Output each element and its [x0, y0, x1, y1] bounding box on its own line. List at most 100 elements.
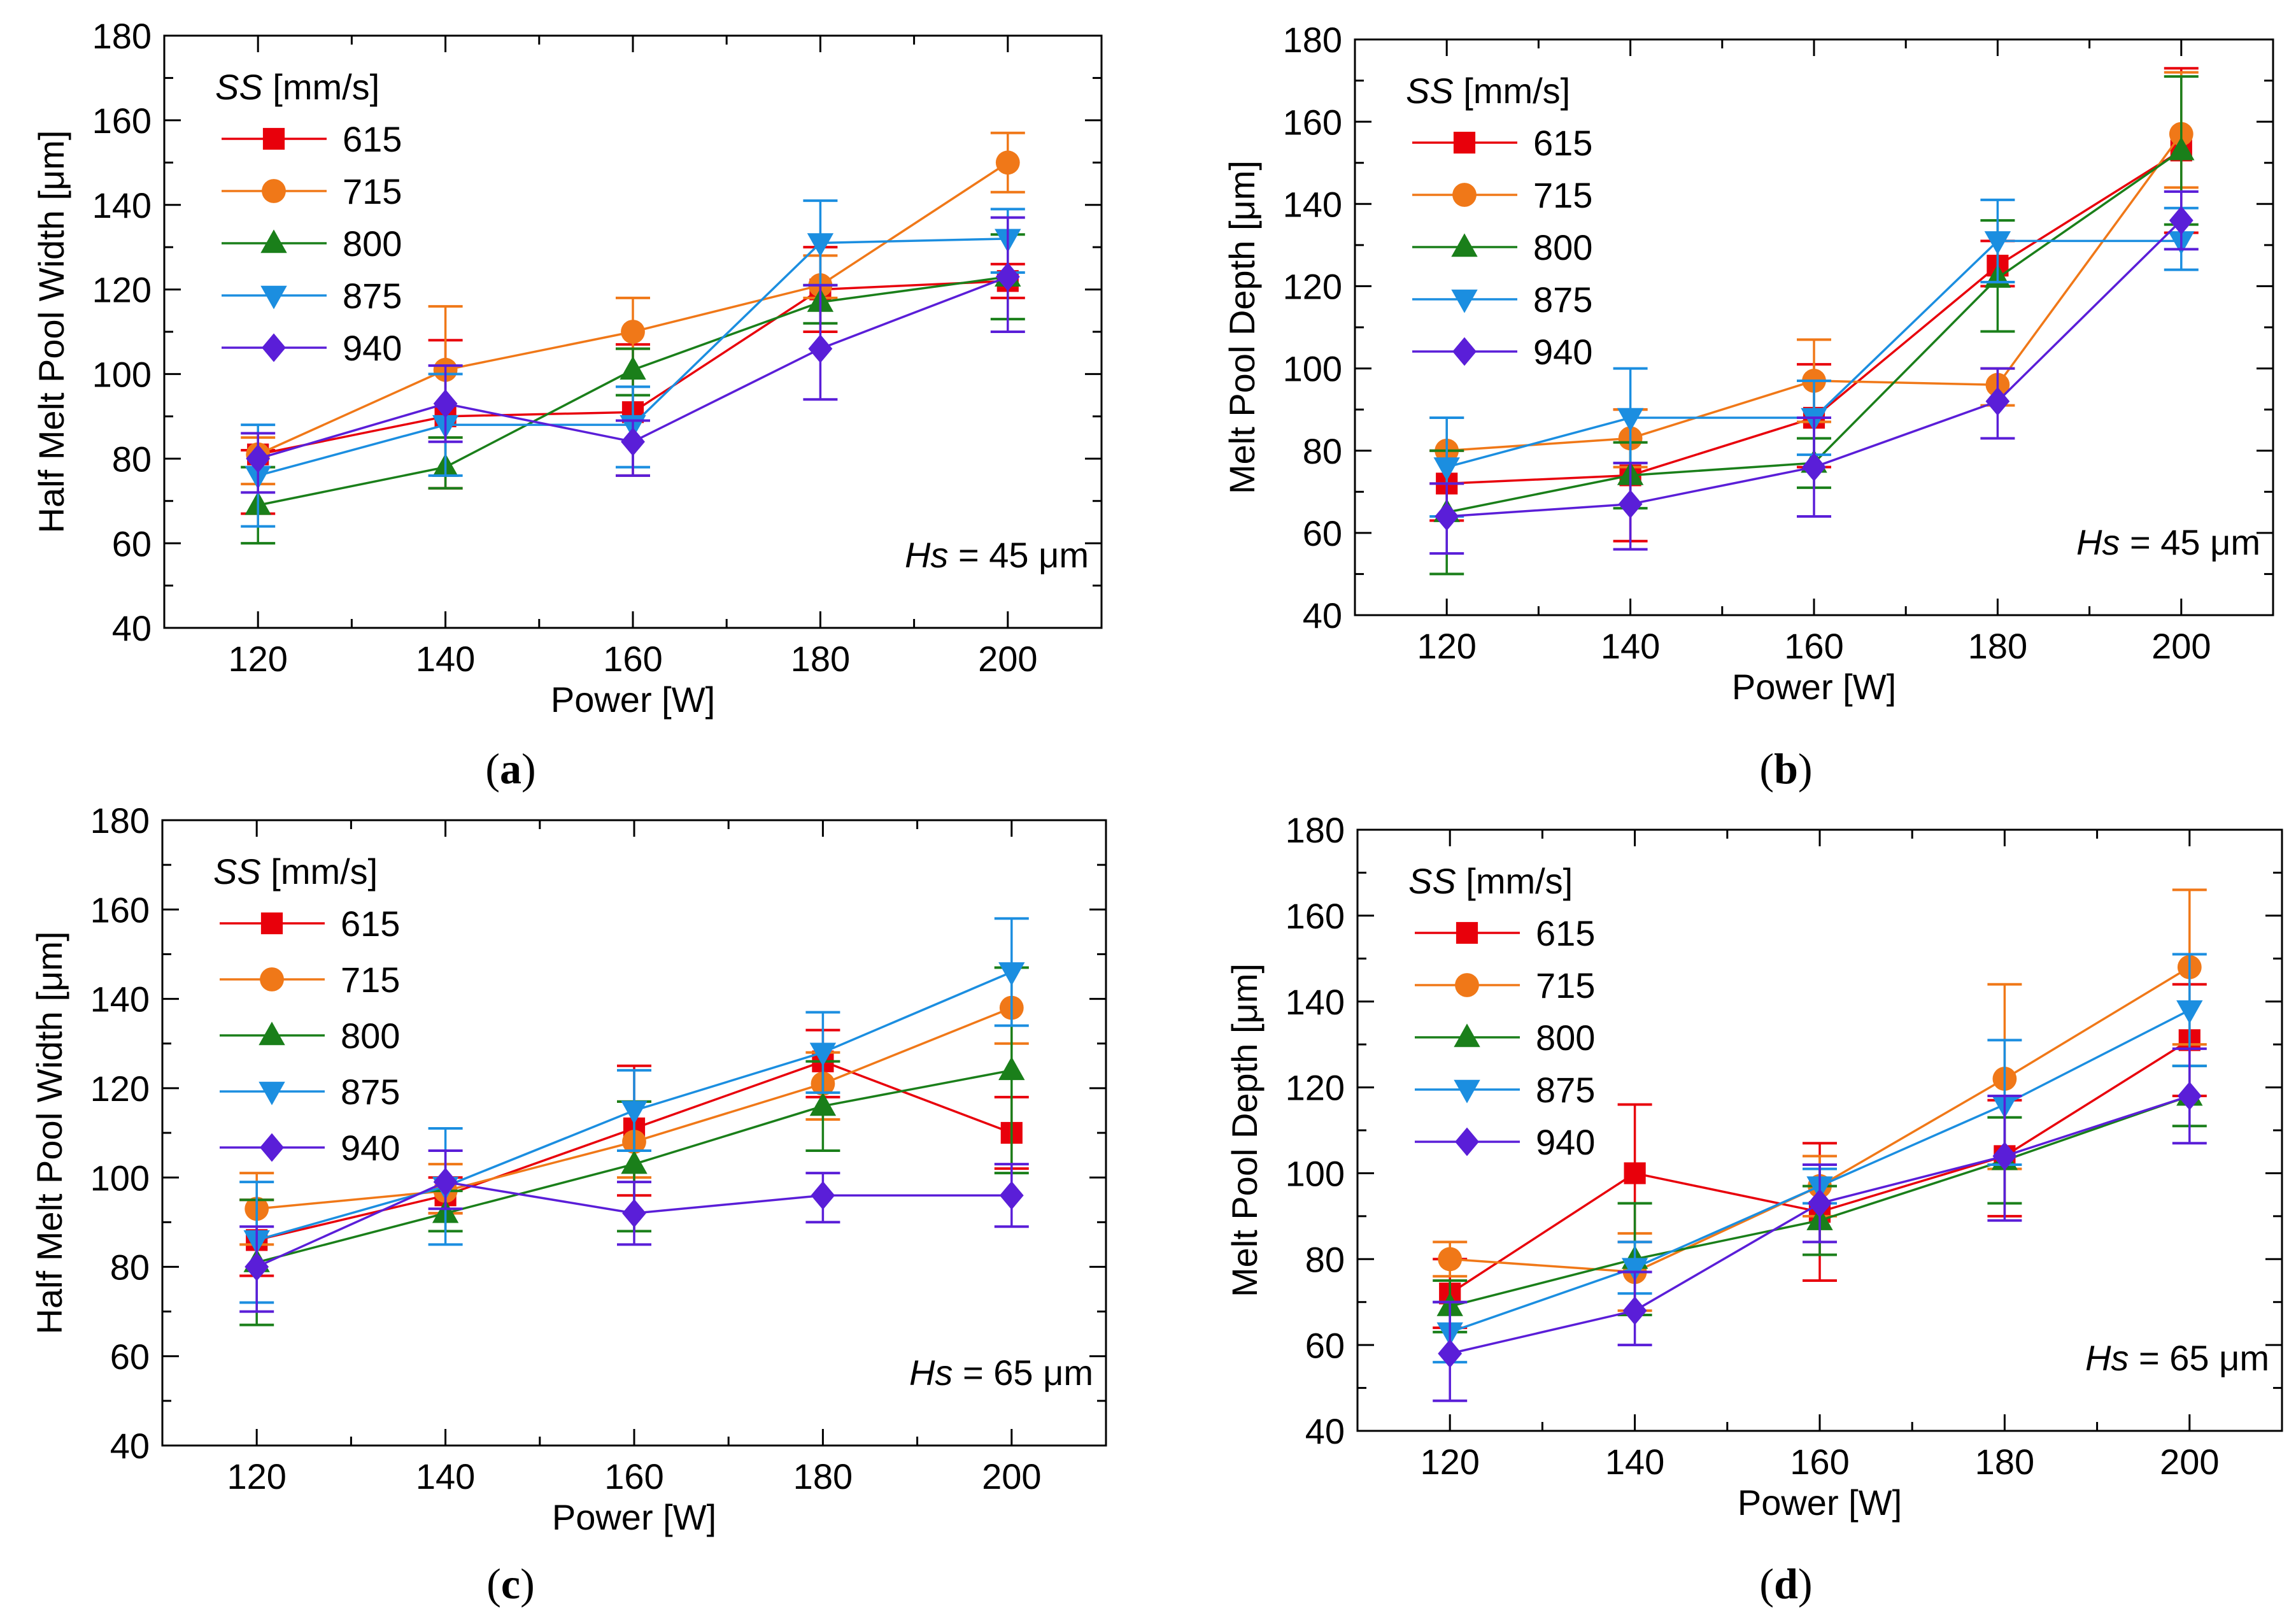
y-tick-label: 80: [1305, 1239, 1345, 1279]
legend-label-715: 715: [1536, 965, 1595, 1005]
data-point: [1622, 1296, 1647, 1325]
legend-marker-940: [1455, 1127, 1479, 1156]
legend-marker-715: [260, 967, 284, 991]
annotation-rest: = 65 μm: [953, 1353, 1093, 1393]
legend-title: SS [mm/s]: [213, 851, 378, 892]
data-point: [1435, 502, 1459, 531]
x-tick-label: 140: [1605, 1442, 1664, 1482]
legend-marker-940: [262, 333, 286, 362]
data-point: [2169, 206, 2193, 235]
chart-panel-c: 40 60 80 100 120 140 160 180 120 140 160 180 200 Powe…: [29, 800, 1107, 1608]
y-tick-label: 100: [92, 355, 152, 395]
series-940: [239, 1149, 1029, 1313]
data-point: [1621, 1258, 1648, 1282]
legend-marker-875: [259, 1081, 285, 1105]
legend-label-615: 615: [1533, 123, 1592, 163]
x-tick-label: 180: [1968, 626, 2027, 666]
data-point: [1992, 1141, 2017, 1170]
y-tick-label: 100: [90, 1158, 150, 1198]
data-point: [811, 1181, 835, 1210]
legend-label-940: 940: [1536, 1122, 1595, 1162]
legend-label-800: 800: [343, 224, 402, 264]
data-point: [622, 1198, 646, 1228]
y-axis-label: Melt Pool Depth [μm]: [1224, 963, 1265, 1297]
y-tick-label: 80: [110, 1247, 150, 1288]
annotation-rest: = 45 μm: [2120, 522, 2260, 562]
x-tick-label: 200: [2151, 626, 2211, 666]
chart-panel-a: 40 60 80 100 120 140 160 180 120 140 160 180 200 Powe…: [31, 16, 1103, 793]
legend-title-rest: [mm/s]: [1454, 71, 1571, 111]
x-tick-label: 160: [604, 1456, 663, 1496]
data-point: [433, 389, 458, 418]
x-tick-label: 120: [227, 1456, 286, 1496]
legend-marker-875: [1454, 1079, 1480, 1104]
legend-label-940: 940: [343, 328, 402, 368]
data-point: [2176, 1000, 2203, 1024]
legend-marker-800: [259, 1021, 285, 1046]
data-point: [1618, 490, 1643, 519]
y-tick-label: 160: [1286, 896, 1345, 936]
legend-label-615: 615: [343, 119, 402, 159]
y-tick-label: 80: [1303, 431, 1342, 471]
panel-label: (d): [1759, 1560, 1812, 1608]
y-tick-label: 40: [112, 608, 152, 648]
x-tick-label: 200: [2160, 1442, 2219, 1482]
legend-marker-715: [262, 179, 286, 203]
data-point: [621, 1150, 648, 1174]
x-tick-label: 140: [416, 639, 475, 679]
x-axis-label: Power [W]: [1738, 1482, 1902, 1523]
y-tick-label: 140: [1283, 184, 1342, 224]
x-axis-label: Power [W]: [1732, 667, 1896, 707]
annotation-rest: = 65 μm: [2129, 1338, 2269, 1378]
annotation-rest: = 45 μm: [948, 535, 1089, 575]
x-axis-label: Power [W]: [552, 1497, 716, 1537]
legend-marker-715: [1452, 183, 1477, 207]
legend-title-rest: [mm/s]: [1456, 861, 1573, 901]
legend-label-715: 715: [343, 171, 402, 211]
data-point: [246, 444, 271, 473]
y-tick-label: 40: [1305, 1411, 1345, 1451]
panel-label: (c): [486, 1560, 535, 1608]
chart-panel-d: 40 60 80 100 120 140 160 180 120 140 160 180 200 Powe…: [1224, 810, 2283, 1608]
data-point: [1802, 453, 1826, 482]
legend-label-875: 875: [343, 276, 402, 316]
x-tick-label: 160: [603, 639, 662, 679]
legend-label-940: 940: [341, 1128, 400, 1168]
legend-label-875: 875: [1536, 1070, 1595, 1110]
legend-title-italic: SS: [1408, 861, 1456, 901]
x-tick-label: 160: [1784, 626, 1843, 666]
legend-marker-940: [260, 1133, 284, 1162]
y-tick-label: 180: [90, 800, 150, 841]
data-point: [995, 262, 1020, 292]
y-tick-label: 160: [90, 890, 150, 930]
y-tick-label: 80: [112, 439, 152, 479]
data-point: [621, 320, 645, 344]
legend-marker-800: [1454, 1023, 1480, 1048]
panel-label: (b): [1759, 744, 1812, 793]
data-point: [998, 1056, 1025, 1081]
y-tick-label: 60: [1303, 513, 1342, 553]
data-point: [995, 150, 1020, 175]
chart-panel-b: 40 60 80 100 120 140 160 180 120 140 160 180 200 Powe…: [1222, 20, 2274, 793]
legend-label-800: 800: [1533, 227, 1592, 267]
y-axis-label: Half Melt Pool Width [μm]: [31, 131, 71, 534]
legend-title-rest: [mm/s]: [261, 851, 378, 892]
legend-label-875: 875: [1533, 280, 1592, 320]
series-940: [241, 216, 1025, 494]
data-point: [2177, 1081, 2202, 1111]
data-point: [244, 1252, 269, 1281]
legend-title: SS [mm/s]: [1406, 71, 1570, 111]
y-tick-label: 140: [1286, 982, 1345, 1022]
series-875: [241, 199, 1025, 528]
data-point: [1438, 1339, 1463, 1368]
legend-marker-715: [1455, 973, 1479, 997]
y-tick-label: 140: [92, 185, 152, 225]
annotation: Hs = 45 μm: [905, 535, 1089, 575]
annotation-italic: Hs: [2085, 1338, 2129, 1378]
legend-label-615: 615: [1536, 913, 1595, 953]
x-tick-label: 180: [793, 1456, 853, 1496]
y-tick-label: 160: [92, 101, 152, 141]
legend-marker-875: [1451, 289, 1478, 313]
panel-label: (a): [485, 744, 535, 793]
